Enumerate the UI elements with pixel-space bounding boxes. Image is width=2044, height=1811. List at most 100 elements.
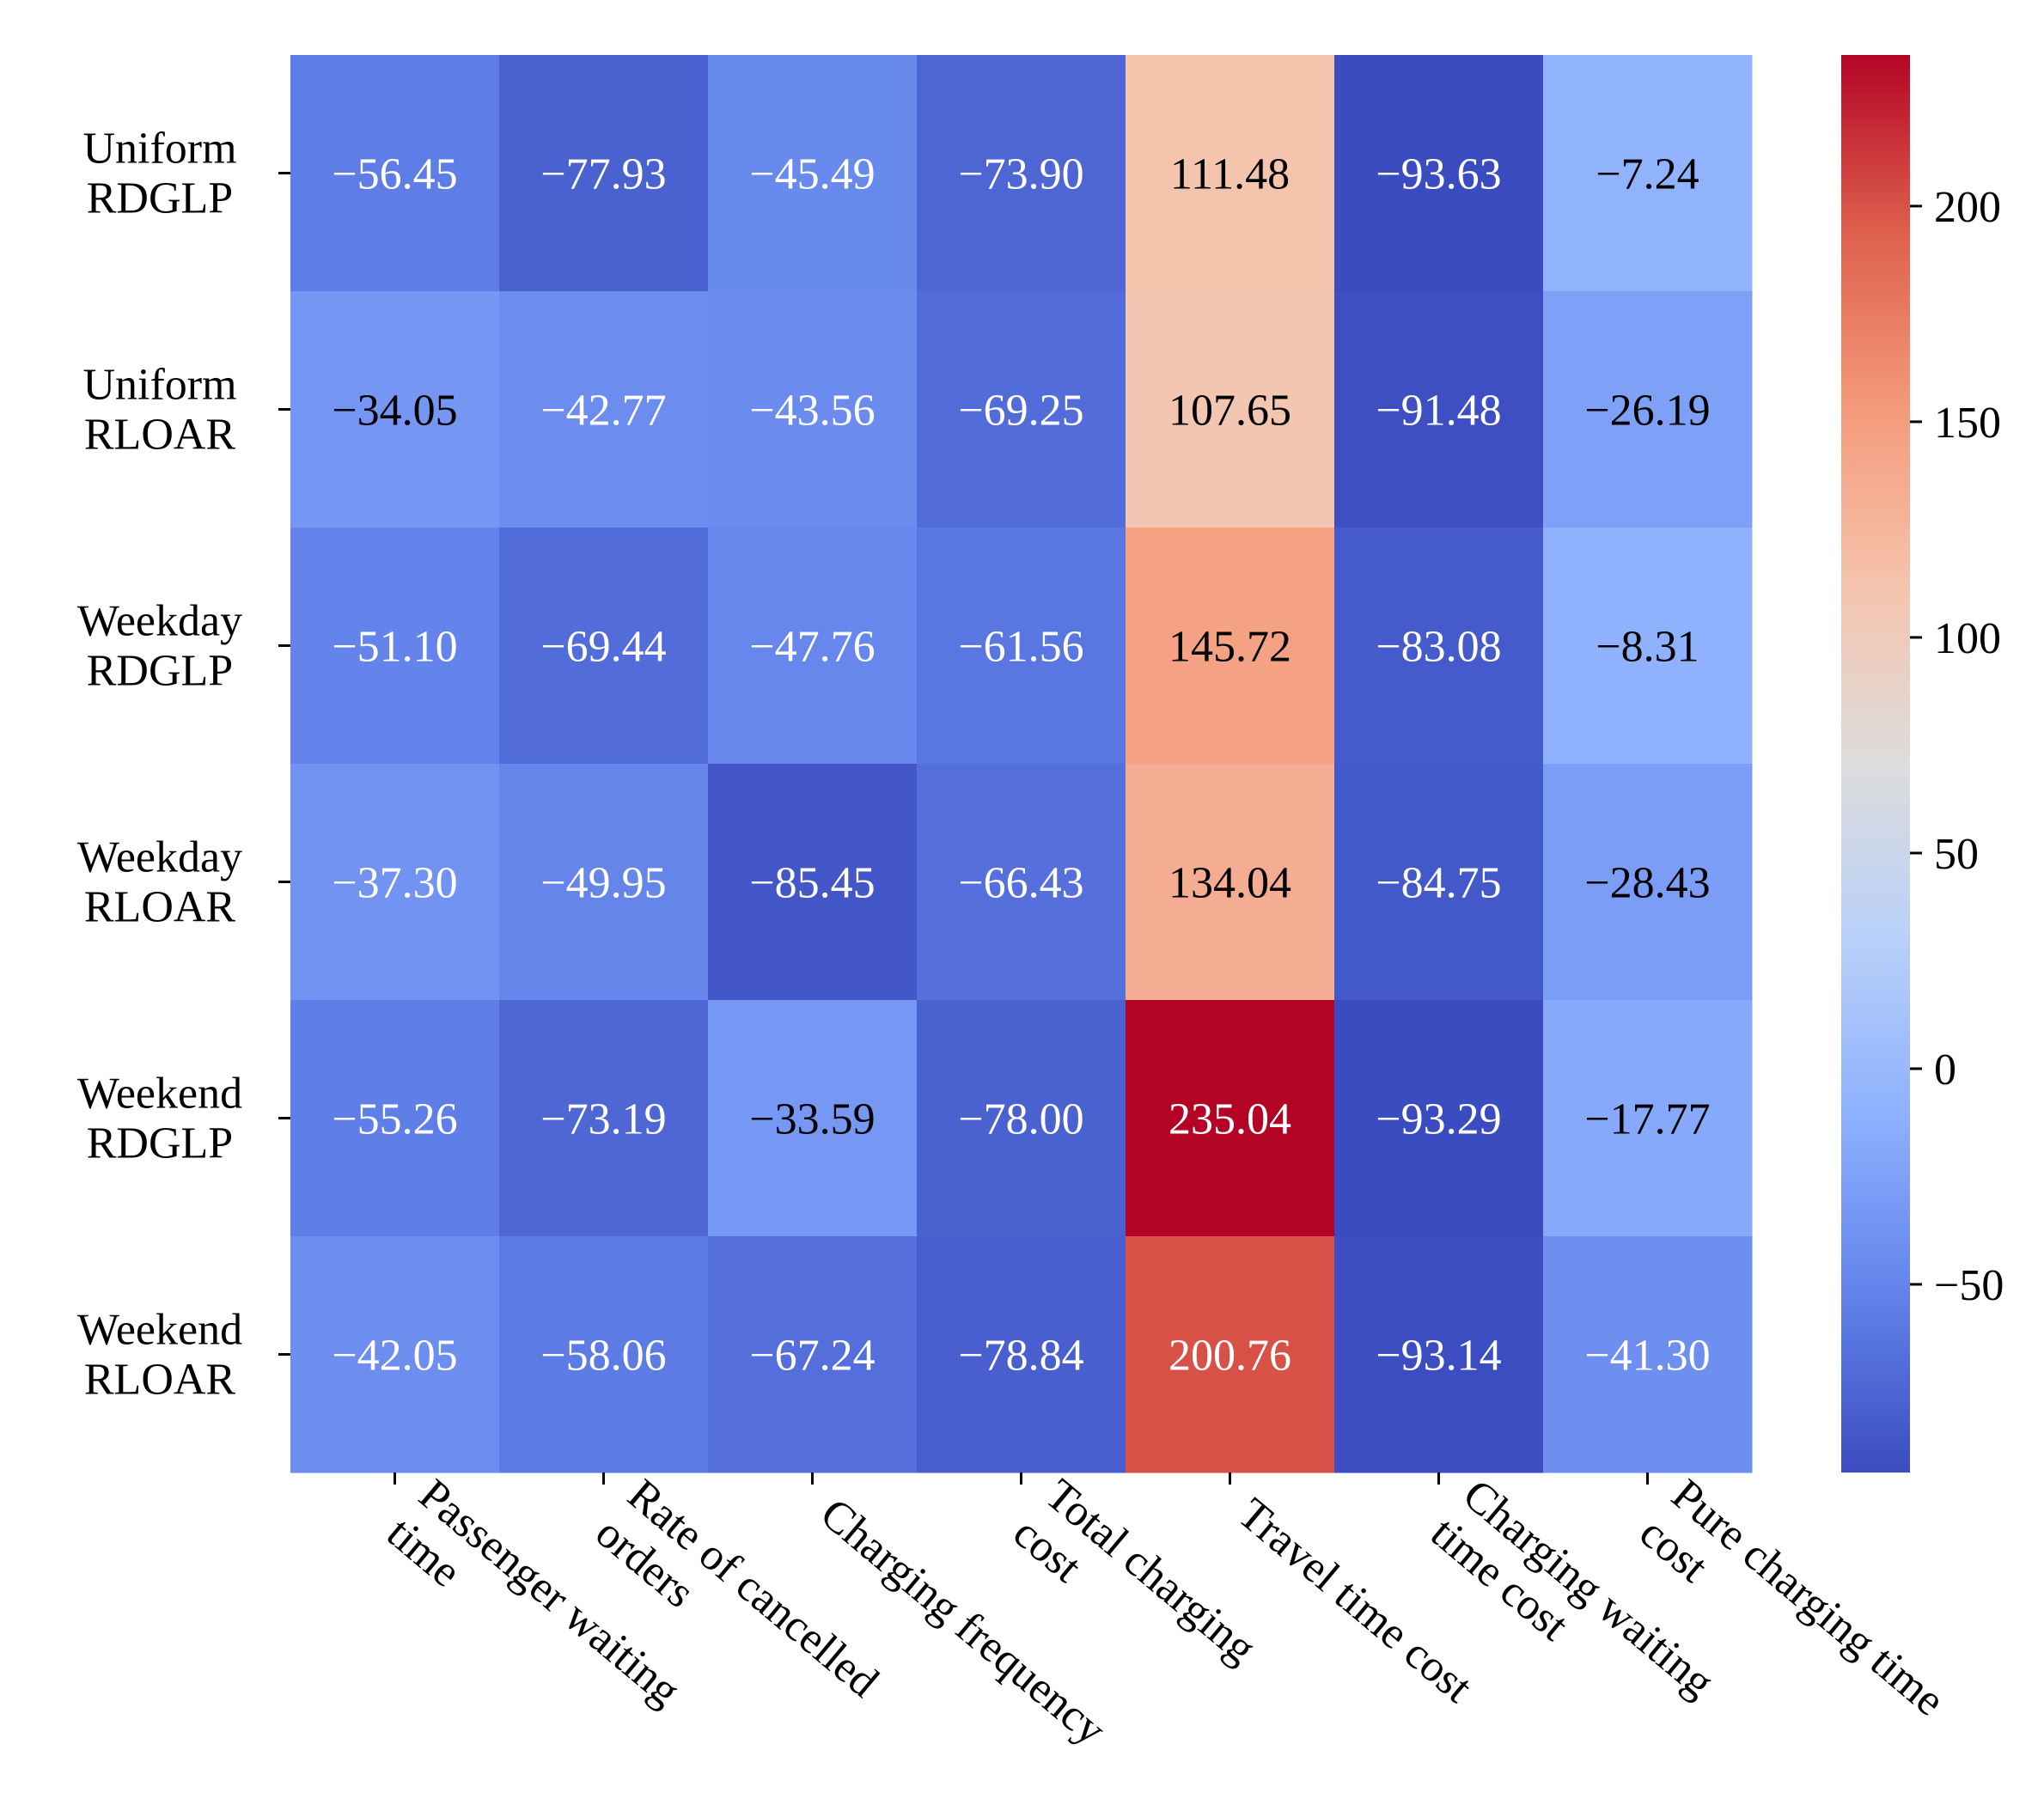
- heatmap-cell-r2-c3: [917, 527, 1126, 765]
- cell-value-r3-c2: −85.45: [749, 859, 875, 908]
- row-label-5-line-0: Weekend: [77, 1306, 242, 1355]
- cell-value-r0-c3: −73.90: [958, 150, 1083, 199]
- heatmap-cell-r1-c2: [708, 291, 918, 528]
- cell-value-r1-c6: −26.19: [1584, 387, 1710, 436]
- row-label-4-line-1: RDGLP: [87, 1119, 233, 1168]
- heatmap-cell-r0-c0: [290, 55, 500, 292]
- heatmap-cell-r3-c2: [708, 764, 918, 1001]
- colorbar: 200 150 100 50 0 −50: [1841, 55, 2004, 1473]
- heatmap-cell-r0-c1: [499, 55, 709, 292]
- cell-value-r3-c3: −66.43: [958, 859, 1083, 908]
- heatmap-cell-r4-c0: [290, 1000, 500, 1237]
- heatmap-cell-r5-c4: [1126, 1236, 1335, 1473]
- cell-value-r5-c0: −42.05: [332, 1332, 457, 1381]
- heatmap-cell-r3-c1: [499, 764, 709, 1001]
- cell-value-r3-c0: −37.30: [332, 859, 457, 908]
- cell-value-r1-c0: −34.05: [332, 387, 457, 436]
- heatmap-cell-r0-c4: [1126, 55, 1335, 292]
- heatmap-cell-r1-c0: [290, 291, 500, 528]
- row-label-0-line-1: RDGLP: [87, 174, 233, 223]
- cell-value-r3-c6: −28.43: [1584, 859, 1710, 908]
- cell-value-r0-c5: −93.63: [1376, 150, 1501, 199]
- heatmap-cell-r5-c0: [290, 1236, 500, 1473]
- cell-value-r0-c2: −45.49: [749, 150, 875, 199]
- cell-value-r2-c0: −51.10: [332, 623, 457, 672]
- cell-value-r5-c3: −78.84: [958, 1332, 1083, 1381]
- row-label-4-line-0: Weekend: [77, 1070, 242, 1119]
- heatmap-cell-r1-c4: [1126, 291, 1335, 528]
- heatmap-cell-r2-c1: [499, 527, 709, 765]
- cell-value-r4-c3: −78.00: [958, 1095, 1083, 1144]
- heatmap-cell-r0-c5: [1334, 55, 1544, 292]
- colorbar-tick-label-3: 50: [1934, 830, 1979, 879]
- heatmap-cell-r3-c4: [1126, 764, 1335, 1001]
- row-label-1-line-1: RLOAR: [84, 411, 236, 460]
- heatmap-cell-r1-c5: [1334, 291, 1544, 528]
- heatmap-cell-r2-c6: [1543, 527, 1753, 765]
- cell-value-r0-c0: −56.45: [332, 150, 457, 199]
- heatmap-cell-r5-c6: [1543, 1236, 1753, 1473]
- heatmap-cell-r5-c1: [499, 1236, 709, 1473]
- cell-value-r4-c1: −73.19: [540, 1095, 666, 1144]
- heatmap-cell-r1-c3: [917, 291, 1126, 528]
- cell-value-r4-c6: −17.77: [1584, 1095, 1710, 1144]
- row-label-5-line-1: RLOAR: [84, 1356, 236, 1405]
- heatmap-cell-r0-c6: [1543, 55, 1753, 292]
- cell-value-r0-c1: −77.93: [540, 150, 666, 199]
- heatmap-cell-r5-c2: [708, 1236, 918, 1473]
- cell-value-r2-c3: −61.56: [958, 623, 1083, 672]
- heatmap-cell-r1-c1: [499, 291, 709, 528]
- colorbar-gradient: [1841, 55, 1910, 1473]
- heatmap-cell-r3-c6: [1543, 764, 1753, 1001]
- heatmap-cell-r5-c3: [917, 1236, 1126, 1473]
- heatmap-cell-r2-c5: [1334, 527, 1544, 765]
- cell-value-r1-c4: 107.65: [1168, 387, 1291, 436]
- cell-value-r5-c1: −58.06: [540, 1332, 666, 1381]
- colorbar-tick-label-0: 200: [1934, 183, 2001, 232]
- cell-value-r3-c5: −84.75: [1376, 859, 1501, 908]
- cell-value-r4-c0: −55.26: [332, 1095, 457, 1144]
- cell-value-r4-c5: −93.29: [1376, 1095, 1501, 1144]
- cell-value-r1-c3: −69.25: [958, 387, 1083, 436]
- heatmap-cell-r2-c4: [1126, 527, 1335, 765]
- heatmap-cell-r3-c5: [1334, 764, 1544, 1001]
- heatmap-cell-r5-c5: [1334, 1236, 1544, 1473]
- row-label-3-line-1: RLOAR: [84, 883, 236, 932]
- cell-value-r2-c2: −47.76: [749, 623, 875, 672]
- colorbar-tick-label-5: −50: [1934, 1261, 2004, 1310]
- cell-value-r3-c1: −49.95: [540, 859, 666, 908]
- row-label-2-line-0: Weekday: [77, 597, 242, 646]
- cell-value-r2-c4: 145.72: [1168, 623, 1291, 672]
- cell-value-r0-c4: 111.48: [1170, 150, 1290, 199]
- colorbar-tick-label-4: 0: [1934, 1046, 1956, 1095]
- heatmap-cell-r4-c6: [1543, 1000, 1753, 1237]
- row-label-2-line-1: RDGLP: [87, 647, 233, 696]
- heatmap-cell-r1-c6: [1543, 291, 1753, 528]
- colorbar-tick-label-1: 150: [1934, 399, 2001, 448]
- heatmap-cell-r4-c4: [1126, 1000, 1335, 1237]
- cell-value-r1-c2: −43.56: [749, 387, 875, 436]
- heatmap-cell-r3-c3: [917, 764, 1126, 1001]
- cell-value-r2-c6: −8.31: [1596, 623, 1699, 672]
- heatmap-cell-r4-c3: [917, 1000, 1126, 1237]
- cell-value-r2-c1: −69.44: [540, 623, 666, 672]
- heatmap-cell-r0-c3: [917, 55, 1126, 292]
- cell-value-r5-c2: −67.24: [749, 1332, 875, 1381]
- cell-value-r5-c6: −41.30: [1584, 1332, 1710, 1381]
- cell-value-r2-c5: −83.08: [1376, 623, 1501, 672]
- row-labels: UniformRDGLPUniformRLOARWeekdayRDGLPWeek…: [77, 125, 290, 1405]
- cell-value-r4-c4: 235.04: [1168, 1095, 1291, 1144]
- heatmap-cell-r2-c0: [290, 527, 500, 765]
- cell-value-r4-c2: −33.59: [749, 1095, 875, 1144]
- heatmap-cell-r2-c2: [708, 527, 918, 765]
- heatmap-cell-r4-c2: [708, 1000, 918, 1237]
- heatmap-cell-r4-c1: [499, 1000, 709, 1237]
- heatmap-cells: −56.45 −77.93 −45.49 −73.90 111.48 −93.63 −7.2…: [290, 55, 1753, 1473]
- cell-value-r5-c4: 200.76: [1168, 1332, 1291, 1381]
- row-label-3-line-0: Weekday: [77, 833, 242, 882]
- cell-value-r3-c4: 134.04: [1168, 859, 1291, 908]
- heatmap-cell-r3-c0: [290, 764, 500, 1001]
